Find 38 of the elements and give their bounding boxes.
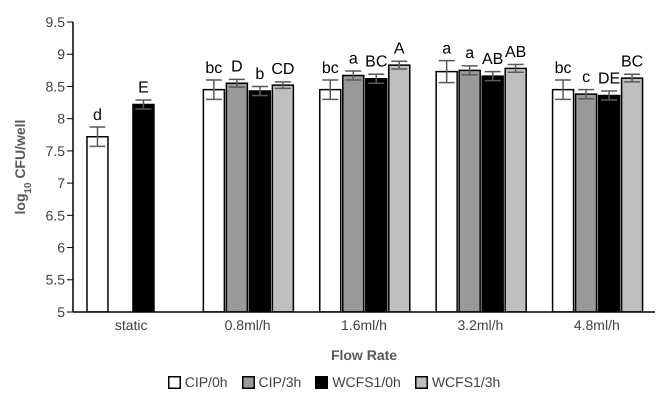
data-label: CD [271, 61, 294, 78]
legend-label: CIP/3h [258, 374, 302, 390]
data-label: AB [504, 44, 526, 61]
y-tick-label: 6 [57, 240, 66, 256]
y-tick-label: 7.5 [46, 142, 66, 159]
data-label: D [231, 58, 243, 76]
legend-label: CIP/0h [184, 374, 228, 390]
x-axis-title: Flow Rate [330, 347, 398, 363]
data-label: bc [322, 60, 339, 77]
data-label: b [255, 66, 264, 83]
data-label: bc [554, 60, 572, 77]
data-label: BC [365, 54, 388, 71]
data-label: c [582, 69, 590, 86]
legend-label: WCFS1/0h [332, 374, 401, 390]
y-tick-label: 5.5 [46, 272, 66, 288]
data-label: AB [482, 51, 504, 68]
y-tick-label: 8 [57, 110, 66, 127]
x-tick-label: 3.2ml/h [457, 316, 504, 333]
y-tick-label: 5 [57, 304, 66, 320]
x-tick-label: 4.8ml/h [574, 316, 620, 333]
data-label: bc [205, 60, 222, 77]
data-label: a [442, 40, 452, 58]
data-label: BC [620, 54, 644, 71]
legend-label: WCFS1/3h [432, 374, 500, 390]
y-tick-label: 7 [57, 175, 66, 192]
y-tick-label: 9.5 [46, 14, 66, 30]
data-label: a [465, 45, 474, 62]
data-label: a [348, 50, 358, 68]
data-label: DE [598, 70, 620, 88]
y-tick-label: 8.5 [46, 78, 66, 94]
data-label: d [93, 106, 102, 124]
x-tick-label: 0.8ml/h [224, 316, 271, 333]
data-label: A [394, 40, 405, 58]
y-tick-label: 6.5 [46, 207, 66, 224]
data-label: E [138, 79, 149, 96]
y-tick-label: 9 [57, 46, 66, 62]
x-tick-label: static [114, 316, 148, 333]
x-tick-label: 1.6ml/h [341, 316, 387, 333]
